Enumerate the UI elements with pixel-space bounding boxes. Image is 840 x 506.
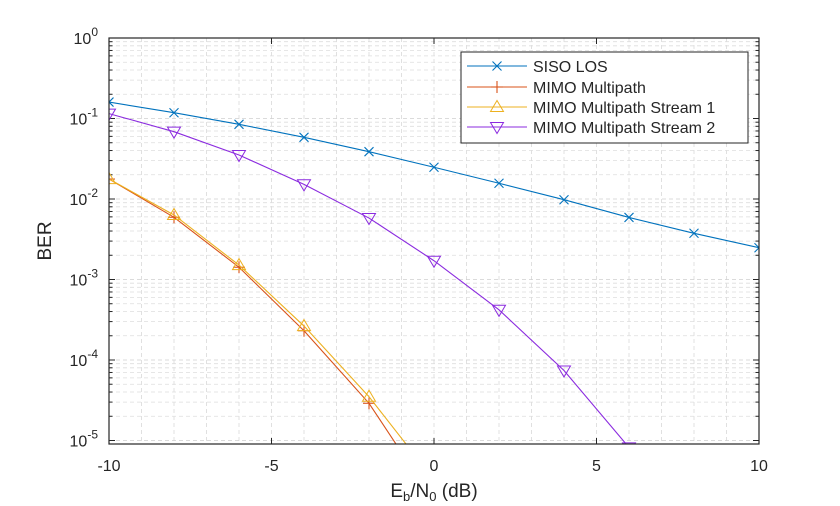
data-point-marker <box>689 228 699 239</box>
series-layer <box>109 97 759 444</box>
data-point-marker <box>296 318 312 332</box>
x-axis-title-unit: (dB) <box>436 481 477 502</box>
data-point-marker <box>166 126 182 140</box>
x-tick-label: -5 <box>264 458 278 475</box>
x-axis-title-e: E <box>390 481 403 502</box>
data-point-marker <box>426 255 442 269</box>
legend-item[interactable]: MIMO Multipath <box>467 80 646 97</box>
legend-item[interactable]: MIMO Multipath Stream 1 <box>467 99 715 117</box>
y-tick-exponent: -1 <box>87 106 98 120</box>
y-tick-label: 10-2 <box>70 186 99 209</box>
y-tick-label: 10-3 <box>70 267 99 290</box>
data-point-marker <box>166 207 182 221</box>
y-tick-base: 10 <box>70 192 88 209</box>
series-mimo-multipath-stream-1 <box>109 171 407 444</box>
x-tick-label: 10 <box>750 458 768 475</box>
x-tick-labels: -10 -5 0 5 10 <box>97 458 768 475</box>
legend-marker-icon <box>491 81 503 93</box>
legend-item[interactable]: MIMO Multipath Stream 2 <box>467 120 715 137</box>
data-point-marker <box>361 389 377 402</box>
x-tick-label: 5 <box>592 458 601 475</box>
legend-label: MIMO Multipath Stream 1 <box>533 100 715 117</box>
data-point-marker <box>234 119 244 130</box>
data-point-marker <box>109 108 117 122</box>
series-mimo-multipath-stream-2 <box>109 108 637 444</box>
y-tick-label: 100 <box>74 25 99 48</box>
x-tick-label: -10 <box>97 458 120 475</box>
y-tick-base: 10 <box>70 273 88 290</box>
data-point-marker <box>621 442 637 444</box>
y-axis-title: BER <box>35 221 56 260</box>
data-point-marker <box>494 178 504 189</box>
legend-label: SISO LOS <box>533 59 608 76</box>
data-point-marker <box>624 212 634 223</box>
data-point-marker <box>169 107 179 118</box>
data-point-marker <box>168 211 180 224</box>
data-point-marker <box>109 171 117 185</box>
data-point-marker <box>296 179 312 192</box>
series-line <box>109 178 397 444</box>
y-tick-label: 10-5 <box>70 428 99 451</box>
data-point-marker <box>231 257 247 271</box>
legend-box <box>460 51 749 144</box>
data-point-marker <box>109 97 114 107</box>
y-tick-exponent: -5 <box>87 428 98 442</box>
axes-box <box>108 37 760 445</box>
legend-marker-icon <box>489 99 505 113</box>
y-tick-exponent: -4 <box>87 347 98 361</box>
data-point-marker <box>364 146 374 157</box>
y-tick-base: 10 <box>70 112 88 129</box>
data-point-marker <box>361 212 377 226</box>
y-tick-exponent: -2 <box>87 186 98 200</box>
legend-label: MIMO Multipath <box>533 80 646 97</box>
data-point-marker <box>429 162 439 173</box>
x-axis-title-n: /N <box>410 481 429 502</box>
data-point-marker <box>363 397 375 410</box>
legend-marker-icon <box>489 121 505 135</box>
x-tick-label: 0 <box>430 458 439 475</box>
x-axis-title: Eb/N0 (dB) <box>390 481 477 504</box>
legend-marker-icon <box>492 61 502 71</box>
y-tick-base: 10 <box>70 434 88 451</box>
data-point-marker <box>559 194 569 205</box>
data-point-marker <box>233 261 245 274</box>
y-tick-base: 10 <box>74 31 92 48</box>
grid-lines <box>109 38 759 444</box>
data-point-marker <box>299 132 309 143</box>
y-tick-label: 10-1 <box>70 106 99 129</box>
y-tick-exponent: -3 <box>87 267 98 281</box>
x-axis-title-sub-b: b <box>403 489 410 504</box>
x-axis-title-sub-0: 0 <box>429 489 436 504</box>
data-point-marker <box>491 304 507 318</box>
series-line <box>109 178 407 444</box>
data-point-marker <box>754 242 759 253</box>
y-tick-label: 10-4 <box>70 347 99 370</box>
y-tick-base: 10 <box>70 353 88 370</box>
series-siso-los <box>109 97 759 253</box>
series-line <box>109 113 627 444</box>
legend-item[interactable]: SISO LOS <box>467 59 608 76</box>
data-point-marker <box>556 365 572 379</box>
legend[interactable]: SISO LOS MIMO Multipath MIMO Multipath Str… <box>460 51 749 144</box>
legend-label: MIMO Multipath Stream 2 <box>533 120 715 137</box>
data-point-marker <box>231 149 247 163</box>
y-tick-exponent: 0 <box>91 25 98 39</box>
